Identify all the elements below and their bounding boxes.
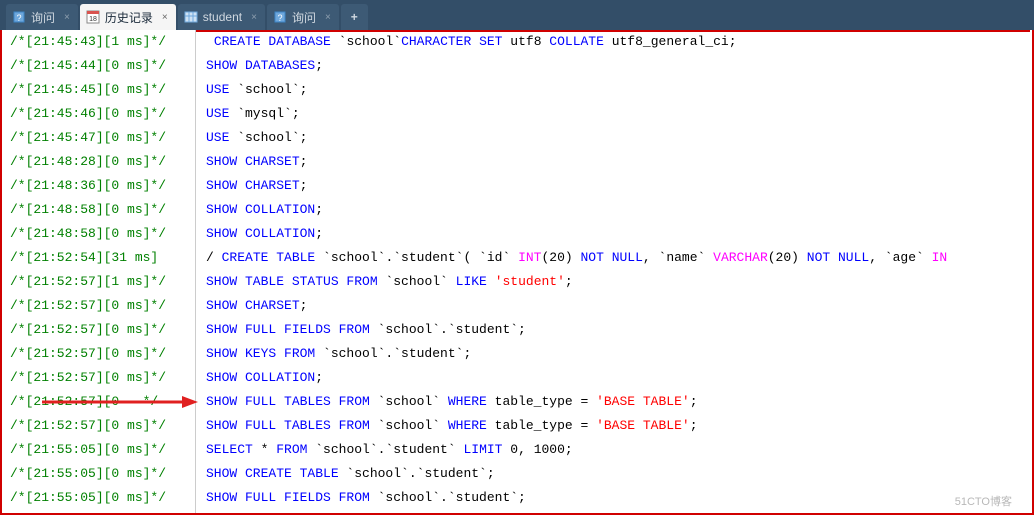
line-sql: USE `school`; bbox=[196, 126, 307, 150]
line-sql: USE `school`; bbox=[196, 78, 307, 102]
history-line[interactable]: /*[21:48:28][0 ms]*/SHOW CHARSET; bbox=[2, 150, 1032, 174]
line-sql: / CREATE TABLE `school`.`student`( `id` … bbox=[196, 246, 947, 270]
line-timestamp: /*[21:45:44][0 ms]*/ bbox=[2, 54, 196, 78]
line-sql: SHOW COLLATION; bbox=[196, 198, 323, 222]
line-sql: SHOW FULL TABLES FROM `school` WHERE tab… bbox=[196, 390, 698, 414]
line-timestamp: /*[21:45:47][0 ms]*/ bbox=[2, 126, 196, 150]
line-timestamp: /*[21:48:36][0 ms]*/ bbox=[2, 174, 196, 198]
history-line[interactable]: /*[21:52:57][0 ms]*/SHOW CHARSET; bbox=[2, 294, 1032, 318]
line-timestamp: /*[21:55:05][0 ms]*/ bbox=[2, 486, 196, 510]
line-sql: SHOW KEYS FROM `school`.`student`; bbox=[196, 510, 471, 515]
tab-label: student bbox=[203, 10, 242, 24]
tab-label: 询问 bbox=[31, 9, 55, 26]
history-line[interactable]: /*[21:52:57][0 ms]*/SHOW FULL FIELDS FRO… bbox=[2, 318, 1032, 342]
history-line[interactable]: /*[21:45:46][0 ms]*/USE `mysql`; bbox=[2, 102, 1032, 126]
line-sql: CREATE DATABASE `school`CHARACTER SET ut… bbox=[196, 30, 737, 54]
line-sql: SHOW COLLATION; bbox=[196, 222, 323, 246]
history-line[interactable]: /*[21:48:58][0 ms]*/SHOW COLLATION; bbox=[2, 222, 1032, 246]
history-line[interactable]: /*[21:45:44][0 ms]*/SHOW DATABASES; bbox=[2, 54, 1032, 78]
line-sql: SELECT * FROM `school`.`student` LIMIT 0… bbox=[196, 438, 573, 462]
line-timestamp: /*[21:48:58][0 ms]*/ bbox=[2, 222, 196, 246]
line-timestamp: /*[21:55:05][0 ms]*/ bbox=[2, 462, 196, 486]
line-timestamp: /*[21:52:57][0 ms]*/ bbox=[2, 318, 196, 342]
query-icon: ? bbox=[273, 10, 287, 24]
line-sql: SHOW CHARSET; bbox=[196, 174, 307, 198]
line-sql: USE `mysql`; bbox=[196, 102, 300, 126]
line-sql: SHOW FULL FIELDS FROM `school`.`student`… bbox=[196, 318, 526, 342]
new-tab-button[interactable]: + bbox=[341, 4, 368, 30]
sql-history-editor: /*[21:45:43][1 ms]*/ CREATE DATABASE `sc… bbox=[0, 30, 1034, 515]
line-sql: SHOW FULL FIELDS FROM `school`.`student`… bbox=[196, 486, 526, 510]
close-icon[interactable]: × bbox=[325, 12, 331, 23]
history-line[interactable]: /*[21:52:57][0 ms]*/SHOW KEYS FROM `scho… bbox=[2, 342, 1032, 366]
tab-2[interactable]: student × bbox=[178, 4, 265, 30]
line-sql: SHOW CHARSET; bbox=[196, 150, 307, 174]
line-timestamp: /*[21:55:05][0 ms]*/ bbox=[2, 438, 196, 462]
line-timestamp: /*[21:48:28][0 ms]*/ bbox=[2, 150, 196, 174]
line-timestamp: /*[21:52:57][0 ms]*/ bbox=[2, 342, 196, 366]
tab-label: 询问 bbox=[292, 9, 316, 26]
line-sql: SHOW KEYS FROM `school`.`student`; bbox=[196, 342, 471, 366]
tab-bar: ? 询问 × 18 历史记录 × student ×? 询问 × + bbox=[0, 0, 1034, 30]
history-line[interactable]: /*[21:45:47][0 ms]*/USE `school`; bbox=[2, 126, 1032, 150]
line-timestamp: /*[21:45:46][0 ms]*/ bbox=[2, 102, 196, 126]
history-line[interactable]: /*[21:52:57][1 ms]*/SHOW TABLE STATUS FR… bbox=[2, 270, 1032, 294]
history-line[interactable]: /*[21:55:05][0 ms]*/SHOW CREATE TABLE `s… bbox=[2, 462, 1032, 486]
pointer-arrow-icon bbox=[42, 372, 202, 432]
tab-3[interactable]: ? 询问 × bbox=[267, 4, 339, 30]
line-timestamp: /*[21:45:45][0 ms]*/ bbox=[2, 78, 196, 102]
line-sql: SHOW COLLATION; bbox=[196, 366, 323, 390]
tab-label: 历史记录 bbox=[105, 9, 153, 26]
close-icon[interactable]: × bbox=[162, 12, 168, 23]
history-icon: 18 bbox=[86, 10, 100, 24]
line-timestamp: /*[21:52:57][0 ms]*/ bbox=[2, 294, 196, 318]
tab-0[interactable]: ? 询问 × bbox=[6, 4, 78, 30]
history-line[interactable]: /*[21:45:45][0 ms]*/USE `school`; bbox=[2, 78, 1032, 102]
history-line[interactable]: /*[21:48:36][0 ms]*/SHOW CHARSET; bbox=[2, 174, 1032, 198]
line-sql: SHOW TABLE STATUS FROM `school` LIKE 'st… bbox=[196, 270, 573, 294]
line-timestamp: /*[21:45:43][1 ms]*/ bbox=[2, 30, 196, 54]
line-sql: SHOW DATABASES; bbox=[196, 54, 323, 78]
history-line[interactable]: /*[21:55:05][0 ms]*/SHOW KEYS FROM `scho… bbox=[2, 510, 1032, 515]
line-sql: SHOW FULL TABLES FROM `school` WHERE tab… bbox=[196, 414, 698, 438]
history-line[interactable]: /*[21:55:05][0 ms]*/SHOW FULL FIELDS FRO… bbox=[2, 486, 1032, 510]
query-icon: ? bbox=[12, 10, 26, 24]
history-line[interactable]: /*[21:55:05][0 ms]*/SELECT * FROM `schoo… bbox=[2, 438, 1032, 462]
line-sql: SHOW CREATE TABLE `school`.`student`; bbox=[196, 462, 495, 486]
line-sql: SHOW CHARSET; bbox=[196, 294, 307, 318]
line-timestamp: /*[21:52:57][1 ms]*/ bbox=[2, 270, 196, 294]
tab-1[interactable]: 18 历史记录 × bbox=[80, 4, 176, 30]
svg-text:?: ? bbox=[277, 13, 282, 23]
history-line[interactable]: /*[21:52:54][31 ms]/ CREATE TABLE `schoo… bbox=[2, 246, 1032, 270]
svg-text:18: 18 bbox=[89, 16, 97, 23]
highlight-border-top bbox=[196, 30, 1030, 32]
history-line[interactable]: /*[21:45:43][1 ms]*/ CREATE DATABASE `sc… bbox=[2, 30, 1032, 54]
line-timestamp: /*[21:52:54][31 ms] bbox=[2, 246, 196, 270]
svg-text:?: ? bbox=[16, 13, 21, 23]
close-icon[interactable]: × bbox=[64, 12, 70, 23]
line-timestamp: /*[21:48:58][0 ms]*/ bbox=[2, 198, 196, 222]
history-line[interactable]: /*[21:48:58][0 ms]*/SHOW COLLATION; bbox=[2, 198, 1032, 222]
table-icon bbox=[184, 10, 198, 24]
close-icon[interactable]: × bbox=[251, 12, 257, 23]
line-timestamp: /*[21:55:05][0 ms]*/ bbox=[2, 510, 196, 515]
